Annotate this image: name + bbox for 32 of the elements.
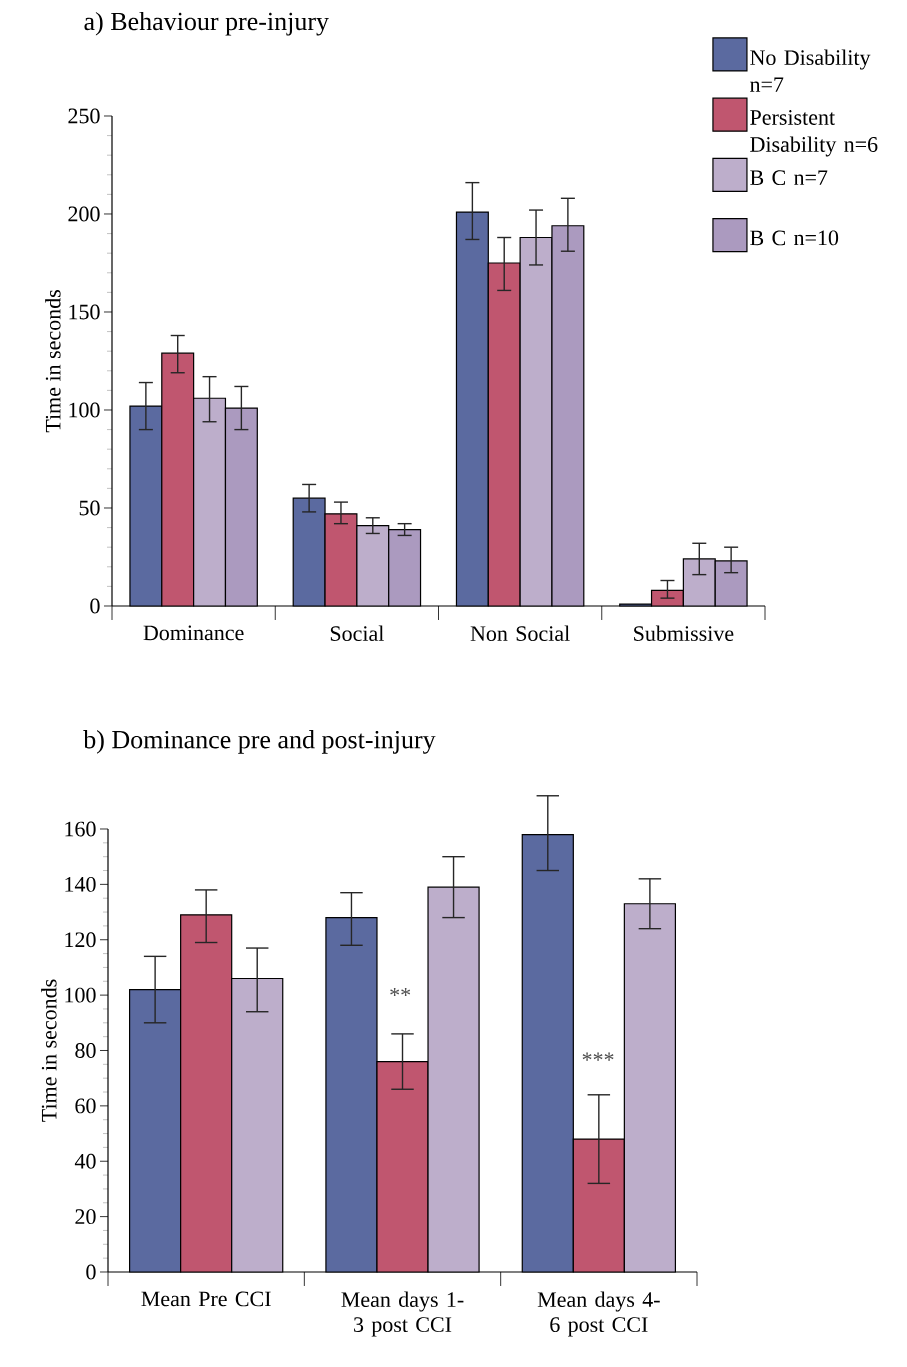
- y-tick-label: 50: [79, 500, 100, 516]
- y-tick-label: 160: [65, 821, 96, 837]
- annotation: ***: [582, 1052, 614, 1061]
- y-tick-label: 20: [75, 1209, 96, 1225]
- chart-title: b) Dominance pre and post-injury: [83, 730, 436, 754]
- y-tick-label: 140: [65, 876, 96, 892]
- y-tick-label: 80: [75, 1043, 96, 1058]
- y-tick-label: 200: [68, 206, 100, 222]
- x-tick-label: Social: [330, 625, 384, 642]
- y-tick-label: 100: [65, 987, 96, 1003]
- x-tick-label: Non Social: [470, 625, 570, 642]
- x-tick-label: Dominance: [143, 625, 244, 641]
- y-tick-label: 0: [90, 598, 100, 614]
- y-tick-label: 40: [74, 1153, 96, 1169]
- y-tick-label: 60: [75, 1098, 96, 1114]
- y-axis-title: Time in seconds: [41, 979, 57, 1122]
- y-axis-title: Time in seconds: [45, 290, 61, 433]
- x-tick-label: Mean Pre CCI: [141, 1291, 271, 1307]
- annotation: **: [390, 987, 411, 996]
- legend-label: No Disability n=7: [750, 49, 871, 92]
- legend-label: B C n=10: [750, 230, 839, 246]
- x-tick-label: Mean days 4-6 post CCI: [537, 1291, 660, 1337]
- legend-label: B C n=7: [750, 170, 828, 186]
- y-tick-label: 150: [69, 304, 100, 320]
- x-tick-label: Mean days 1-3 post CCI: [341, 1291, 464, 1337]
- legend-label: Persistent Disability n=6: [750, 110, 878, 157]
- x-tick-label: Submissive: [634, 625, 734, 642]
- chart-title: a) Behaviour pre-injury: [84, 11, 329, 36]
- y-tick-label: 100: [69, 402, 100, 418]
- y-tick-label: 0: [86, 1264, 96, 1280]
- y-tick-label: 120: [65, 932, 96, 948]
- y-tick-label: 250: [68, 108, 100, 124]
